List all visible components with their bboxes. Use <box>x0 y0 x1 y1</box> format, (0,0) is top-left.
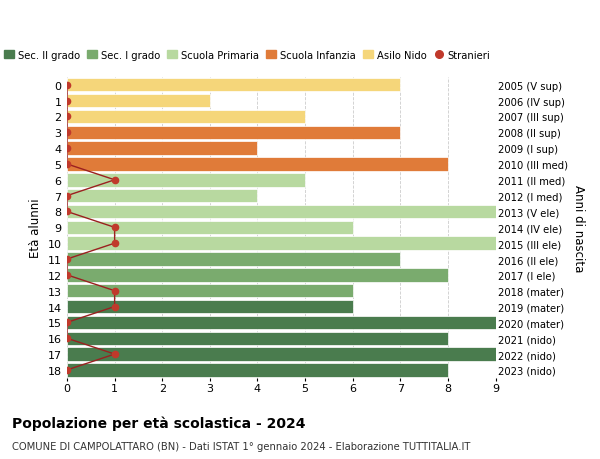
Bar <box>67 347 496 361</box>
Bar <box>67 205 496 219</box>
Text: Popolazione per età scolastica - 2024: Popolazione per età scolastica - 2024 <box>12 415 305 430</box>
Text: COMUNE DI CAMPOLATTARO (BN) - Dati ISTAT 1° gennaio 2024 - Elaborazione TUTTITAL: COMUNE DI CAMPOLATTARO (BN) - Dati ISTAT… <box>12 441 470 451</box>
Bar <box>67 269 448 282</box>
Bar <box>67 237 496 250</box>
Y-axis label: Anni di nascita: Anni di nascita <box>572 184 585 271</box>
Bar <box>67 158 448 171</box>
Bar <box>67 190 257 203</box>
Bar <box>67 174 305 187</box>
Bar <box>67 300 353 313</box>
Legend: Sec. II grado, Sec. I grado, Scuola Primaria, Scuola Infanzia, Asilo Nido, Stran: Sec. II grado, Sec. I grado, Scuola Prim… <box>0 46 494 65</box>
Bar <box>67 79 400 92</box>
Bar <box>67 316 496 330</box>
Bar <box>67 126 400 140</box>
Bar <box>67 284 353 298</box>
Bar <box>67 364 448 377</box>
Bar <box>67 142 257 156</box>
Bar <box>67 253 400 266</box>
Bar <box>67 95 210 108</box>
Bar <box>67 111 305 124</box>
Bar <box>67 332 448 345</box>
Bar <box>67 221 353 235</box>
Y-axis label: Età alunni: Età alunni <box>29 198 42 257</box>
